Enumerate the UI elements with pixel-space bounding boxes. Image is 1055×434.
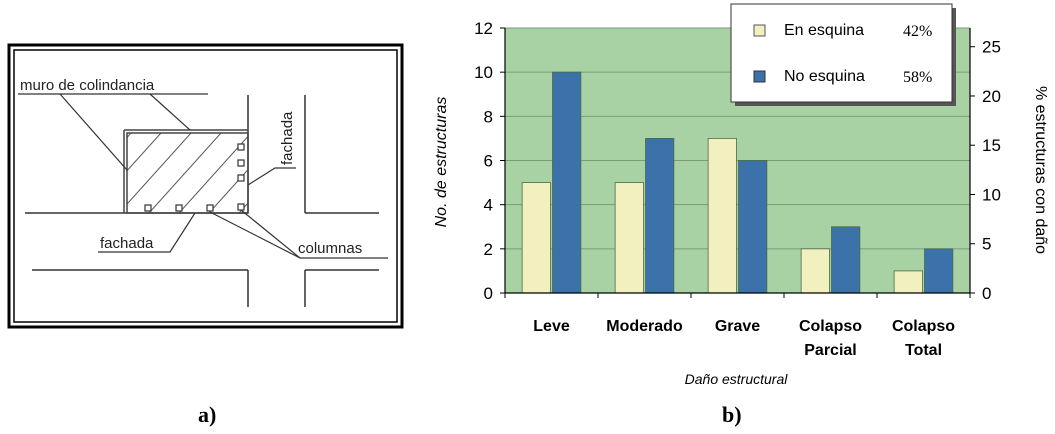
leader-columnas-2 [240,209,388,259]
x-tick-label: Grave [715,318,760,335]
legend-label-no-esquina: No esquina [784,68,865,85]
panel-label-b: b) [722,402,742,427]
y-tick-label: 2 [484,240,493,259]
y-right-tick-label: 10 [982,185,1001,204]
legend: En esquina 42% No esquina 58% [730,3,956,106]
label-columnas: columnas [298,240,362,257]
leader-muro-2 [149,93,191,131]
y-tick-label: 6 [484,152,493,171]
legend-swatch-no-esquina [753,70,766,83]
label-muro-colindancia: muro de colindancia [20,77,155,94]
label-fachada-right: fachada [279,111,296,165]
y-tick-label: 0 [484,284,493,303]
legend-box [730,3,953,103]
diagram-frame-inner [13,49,398,323]
x-tick-label: Colapso [892,318,955,335]
building-hatching [127,133,248,213]
legend-label-en-esquina: En esquina [784,22,864,39]
bar [831,226,861,294]
bar [521,182,551,294]
legend-pct-no-esquina: 58% [903,69,932,86]
bar [614,182,644,294]
y-right-tick-label: 20 [982,87,1001,106]
x-tick-label: Leve [533,318,570,335]
column [206,204,214,212]
x-axis-title: Daño estructural [685,371,789,387]
bar [800,248,830,294]
y-tick-label: 4 [484,196,493,215]
column [237,143,245,151]
label-fachada-bottom: fachada [100,235,154,252]
y-tick-label: 10 [474,63,493,82]
column [237,159,245,167]
bar [893,270,923,294]
column [237,174,245,182]
bar [645,138,675,294]
y-right-tick-label: 0 [982,284,991,303]
bar [738,160,768,294]
bar [924,248,954,294]
x-tick-label: Total [905,342,942,359]
leader-fachada-right [247,167,296,186]
y-right-tick-label: 5 [982,235,991,254]
plan-diagram: muro de colindancia fachada fachada colu… [7,43,404,329]
y-tick-label: 12 [474,19,493,38]
panel-label-a: a) [198,402,217,427]
x-tick-label: Moderado [606,318,683,335]
y-right-tick-label: 15 [982,136,1001,155]
leader-muro-1 [59,93,128,171]
diagram-frame-outer [7,43,404,329]
y-right-tick-label: 25 [982,38,1001,57]
bar [707,138,737,294]
legend-pct-en-esquina: 42% [903,23,932,40]
x-tick-label: Parcial [804,342,856,359]
building-outline [126,132,249,214]
y-axis-title: No. de estructuras [433,97,450,228]
column [175,204,183,212]
x-tick-label: Colapso [799,318,862,335]
leader-columnas-1 [209,211,301,259]
y-tick-label: 8 [484,107,493,126]
bar [552,71,582,294]
column [144,204,152,212]
y-axis-right-title: % estructuras con daño [1032,86,1049,254]
legend-swatch-en-esquina [753,24,766,37]
leader-fachada-bottom [98,212,196,253]
